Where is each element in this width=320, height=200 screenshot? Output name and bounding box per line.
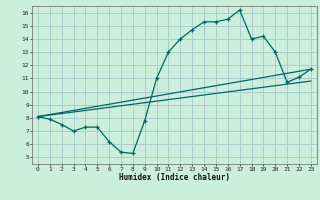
X-axis label: Humidex (Indice chaleur): Humidex (Indice chaleur) bbox=[119, 173, 230, 182]
